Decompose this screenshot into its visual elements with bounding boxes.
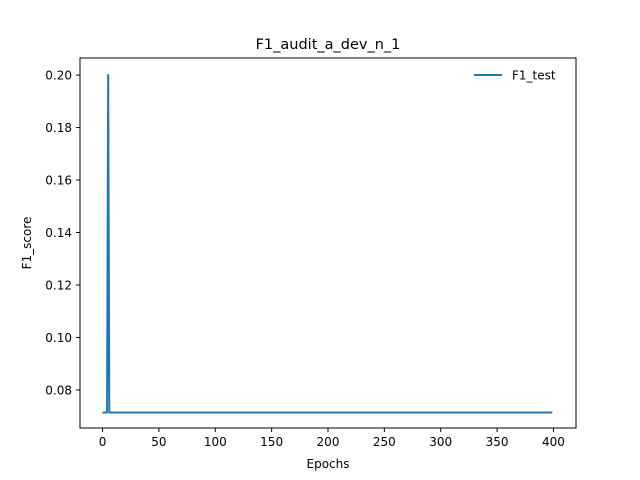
x-tick-label: 100 (204, 435, 227, 449)
x-tick-label: 200 (317, 435, 340, 449)
y-tick-label: 0.14 (45, 226, 72, 240)
y-axis: 0.08 0.10 0.12 0.14 0.16 0.18 0.20 (45, 69, 80, 397)
x-tick-label: 300 (429, 435, 452, 449)
x-tick-label: 0 (99, 435, 107, 449)
legend: F1_test (474, 69, 556, 83)
x-tick-label: 50 (151, 435, 166, 449)
x-axis-title: Epochs (307, 457, 350, 471)
series-layer (102, 74, 553, 414)
x-tick-label: 250 (373, 435, 396, 449)
legend-label-f1-test: F1_test (512, 69, 556, 83)
y-tick-label: 0.08 (45, 383, 72, 397)
series-line-f1-test (102, 74, 553, 414)
y-tick-label: 0.16 (45, 174, 72, 188)
y-tick-label: 0.20 (45, 69, 72, 83)
chart-title: F1_audit_a_dev_n_1 (256, 37, 401, 53)
x-tick-label: 400 (542, 435, 565, 449)
x-tick-label: 350 (486, 435, 509, 449)
y-tick-label: 0.12 (45, 278, 72, 292)
y-tick-label: 0.18 (45, 121, 72, 135)
y-tick-label: 0.10 (45, 331, 72, 345)
x-axis: 0 50 100 150 200 250 300 350 400 (99, 428, 565, 449)
x-tick-label: 150 (260, 435, 283, 449)
y-axis-title: F1_score (20, 217, 34, 270)
